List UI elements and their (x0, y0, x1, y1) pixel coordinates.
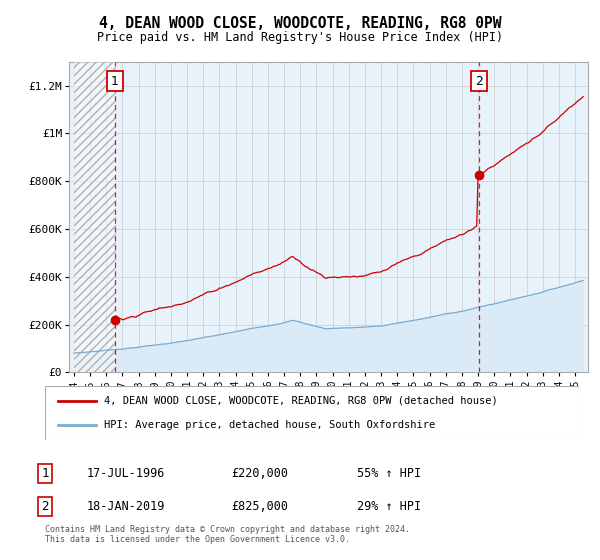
Text: Contains HM Land Registry data © Crown copyright and database right 2024.
This d: Contains HM Land Registry data © Crown c… (45, 525, 410, 544)
Text: 2: 2 (41, 500, 49, 514)
Text: 4, DEAN WOOD CLOSE, WOODCOTE, READING, RG8 0PW (detached house): 4, DEAN WOOD CLOSE, WOODCOTE, READING, R… (104, 396, 497, 406)
Text: 18-JAN-2019: 18-JAN-2019 (87, 500, 166, 514)
Text: 1: 1 (111, 74, 119, 87)
Text: 2: 2 (475, 74, 483, 87)
Text: £220,000: £220,000 (231, 466, 288, 480)
Text: 4, DEAN WOOD CLOSE, WOODCOTE, READING, RG8 0PW: 4, DEAN WOOD CLOSE, WOODCOTE, READING, R… (99, 16, 501, 31)
Text: Price paid vs. HM Land Registry's House Price Index (HPI): Price paid vs. HM Land Registry's House … (97, 31, 503, 44)
Text: 55% ↑ HPI: 55% ↑ HPI (357, 466, 421, 480)
Text: HPI: Average price, detached house, South Oxfordshire: HPI: Average price, detached house, Sout… (104, 420, 435, 430)
Text: 1: 1 (41, 466, 49, 480)
Text: £825,000: £825,000 (231, 500, 288, 514)
Text: 17-JUL-1996: 17-JUL-1996 (87, 466, 166, 480)
Text: 29% ↑ HPI: 29% ↑ HPI (357, 500, 421, 514)
